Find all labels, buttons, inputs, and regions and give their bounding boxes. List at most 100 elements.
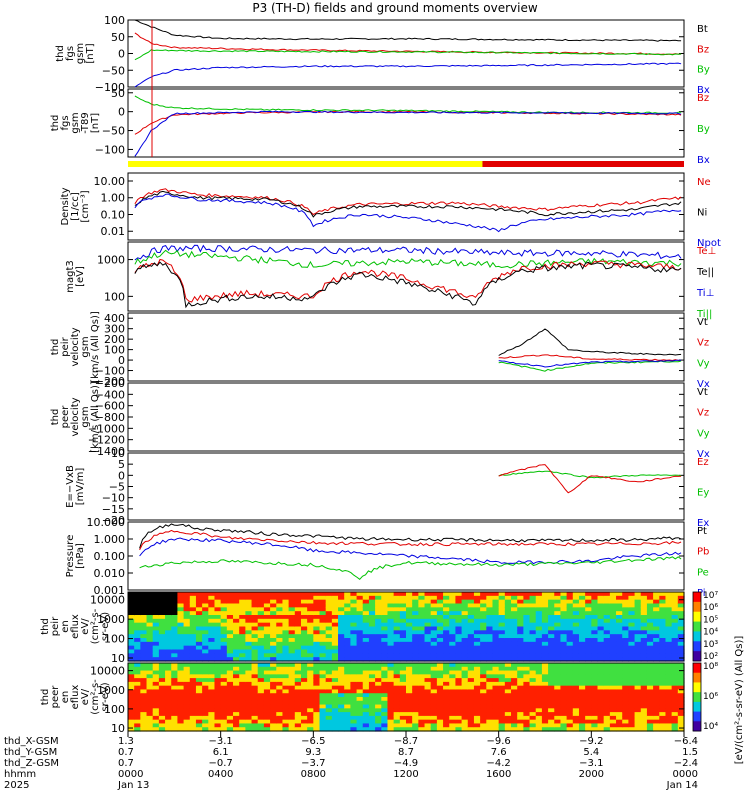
spectrogram-cell [233,615,240,620]
spectrogram-cell [486,674,494,679]
spectrogram-cell [208,615,216,620]
spectrogram-cell [443,681,450,687]
spectrogram-cell [653,663,660,668]
spectrogram-cell [195,723,203,728]
spectrogram-cell [202,723,209,728]
spectrogram-cell [393,704,401,709]
spectrogram-cell [387,638,395,643]
spectrogram-cell [177,678,185,683]
spectrogram-cell [270,663,277,668]
spectrogram-cell [659,704,667,709]
spectrogram-cell [134,634,141,639]
spectrogram-cell [412,630,419,635]
spectrogram-cell [171,657,179,662]
spectrogram-cell [560,663,568,668]
spectrogram-cell [523,670,531,675]
spectrogram-cell [578,685,586,691]
spectrogram-cell [572,700,580,706]
spectrogram-cell [498,653,506,658]
spectrogram-cell [665,638,673,643]
spectrogram-cell [634,638,642,643]
spectrogram-cell [628,666,636,672]
spectrogram-cell [307,700,314,706]
spectrogram-cell [486,641,494,647]
spectrogram-cell [492,653,500,658]
spectrogram-cell [325,689,333,694]
spectrogram-cell [140,622,148,628]
spectrogram-cell [467,663,475,668]
spectrogram-cell [603,618,611,624]
spectrogram-cell [208,592,216,597]
spectrogram-cell [300,638,308,643]
spectrogram-cell [165,626,172,631]
spectrogram-cell [276,670,284,675]
spectrogram-cell [511,708,518,713]
spectrogram-cell [640,663,648,668]
spectrogram-cell [325,630,333,635]
spectrogram-cell [134,723,141,728]
spectrogram-cell [375,681,382,687]
spectrogram-cell [375,666,382,672]
spectrogram-cell [597,592,605,597]
spectrogram-cell [473,704,481,709]
spectrogram-cell [288,638,296,643]
spectrogram-cell [307,689,314,694]
spectrogram-cell [171,697,179,702]
spectrogram-cell [616,657,623,662]
spectrogram-cell [671,653,679,658]
spectrogram-cell [436,595,444,601]
spectrogram-cell [677,712,685,717]
spectrogram-cell [393,674,401,679]
spectrogram-cell [362,670,370,675]
spectrogram-cell [263,666,271,672]
spectrogram-cell [220,595,228,601]
spectrogram-cell [671,719,679,725]
spectrogram-cell [443,708,450,713]
spectrogram-cell [467,681,475,687]
spectrogram-cell [677,700,685,706]
y-tick-label: 0.01 [101,225,126,238]
spectrogram-cell [566,712,574,717]
spectrogram-cell [603,697,611,702]
spectrogram-cell [406,657,413,662]
spectrogram-cell [554,611,562,616]
spectrogram-cell [399,634,407,639]
spectrogram-cell [307,704,314,709]
spectrogram-cell [511,595,518,601]
spectrogram-cell [183,599,191,605]
spectrogram-cell [455,645,463,651]
spectrogram-cell [282,663,290,668]
spectrogram-cell [467,693,475,698]
spectrogram-cell [220,603,228,608]
spectrogram-cell [640,626,648,631]
spectrogram-cell [300,599,308,605]
spectrogram-cell [140,689,148,694]
spectrogram-cell [461,719,469,725]
spectrogram-cell [393,719,401,725]
spectrogram-cell [152,723,160,728]
y-tick-label: −600 [95,400,125,413]
spectrogram-cell [387,678,395,683]
spectrogram-cell [319,618,327,624]
spectrogram-cell [517,626,524,631]
spectrogram-cell [628,700,636,706]
spectrogram-cell [344,689,351,694]
spectrogram-cell [455,723,463,728]
spectrogram-cell [128,678,135,683]
spectrogram-cell [325,592,333,597]
spectrogram-cell [609,592,617,597]
spectrogram-cell [665,685,673,691]
spectrogram-cell [492,681,500,687]
spectrogram-cell [585,649,592,654]
spectrogram-cell [640,666,648,672]
y-axis-label: Density[1/cc][cm⁻³] [60,187,91,225]
spectrogram-cell [541,697,549,702]
spectrogram-cell [480,685,487,691]
spectrogram-cell [251,603,259,608]
spectrogram-cell [523,615,531,620]
spectrogram-cell [165,681,172,687]
spectrogram-cell [566,599,574,605]
spectrogram-cell [239,595,246,601]
spectrogram-cell [436,689,444,694]
spectrogram-cell [430,685,438,691]
